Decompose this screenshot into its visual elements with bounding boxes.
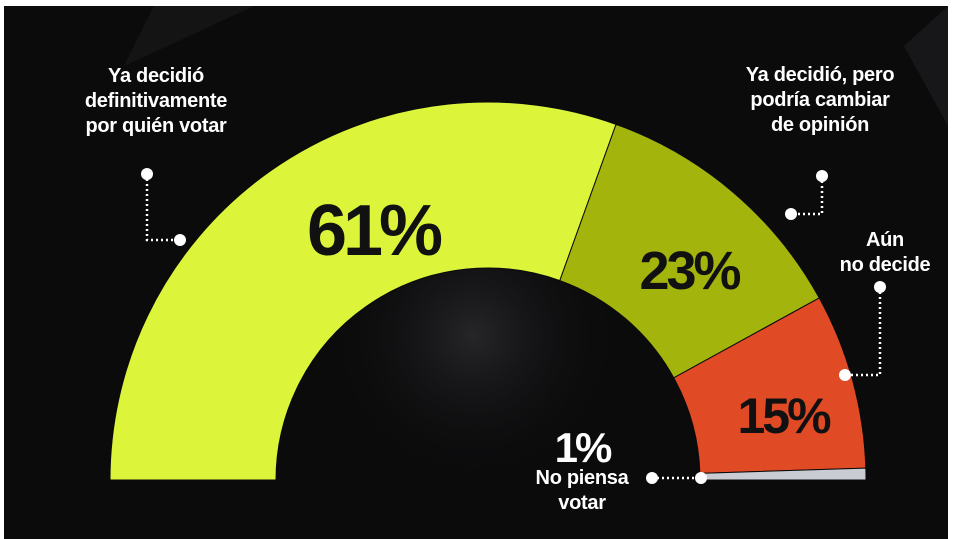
category-label-wont-vote: No piensa votar	[517, 466, 647, 516]
value-labels: 61% 23% 15% 1%	[307, 191, 834, 471]
label-line: de opinión	[770, 114, 870, 136]
label-line: Aún	[866, 229, 904, 251]
connector-dot	[695, 472, 707, 484]
slice-decided	[109, 101, 617, 481]
value-label-wont-vote: 1%	[555, 424, 612, 471]
label-line: No piensa	[535, 467, 629, 489]
connector-line-may-change	[791, 176, 824, 216]
connector-dot	[174, 234, 186, 246]
value-label-decided: 61%	[307, 191, 442, 271]
label-line: Ya decidió	[108, 65, 204, 87]
value-label-may-change: 23%	[639, 241, 740, 301]
label-line: podría cambiar	[750, 89, 890, 111]
connector-dot	[816, 170, 828, 182]
connector-dot	[141, 168, 153, 180]
category-label-decided: Ya decidió definitivamente por quién vot…	[56, 64, 256, 139]
category-label-may-change: Ya decidió, pero podría cambiar de opini…	[720, 63, 920, 138]
label-line: por quién votar	[85, 115, 227, 137]
connector-line-decided	[145, 174, 180, 242]
label-line: Ya decidió, pero	[745, 64, 895, 86]
connector-line-undecided	[845, 287, 882, 377]
connector-dot	[839, 369, 851, 381]
category-label-undecided: Aún no decide	[830, 228, 940, 278]
connector-dot	[874, 281, 886, 293]
value-label-undecided: 15%	[737, 388, 831, 444]
chart-panel: 61% 23% 15% 1% Ya decidió definitivament…	[4, 6, 948, 539]
half-donut-chart: 61% 23% 15% 1%	[109, 101, 886, 484]
label-line: definitivamente	[84, 90, 228, 112]
label-line: no decide	[839, 254, 931, 276]
corner-stripe	[904, 6, 948, 126]
chart-slices	[109, 101, 867, 481]
connector-dot	[785, 208, 797, 220]
connector-dot	[646, 472, 658, 484]
label-line: votar	[558, 492, 606, 514]
top-stripe	[124, 6, 254, 66]
leader-lines	[141, 168, 886, 484]
